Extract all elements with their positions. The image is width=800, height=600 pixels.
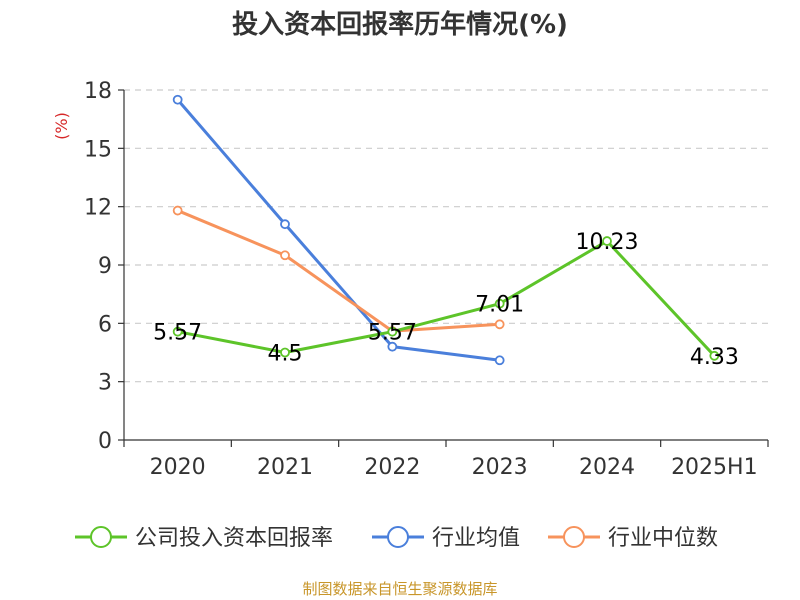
legend-marker-icon (387, 526, 409, 548)
data-point (602, 236, 612, 246)
series-line (177, 209, 500, 333)
data-label: 5.57 (368, 321, 417, 346)
data-label: 4.33 (690, 345, 739, 370)
x-tick-label: 2021 (257, 455, 313, 480)
legend-marker-icon (563, 526, 585, 548)
data-point (280, 250, 290, 261)
y-tick-label: 0 (98, 429, 112, 454)
data-point (709, 350, 720, 361)
x-tick-label: 2020 (150, 455, 206, 480)
y-tick-label: 15 (84, 137, 112, 162)
source-note: 制图数据来自恒生聚源数据库 (302, 580, 498, 598)
data-point (172, 205, 183, 216)
data-point (387, 341, 398, 352)
y-axis-unit-label: (%) (52, 112, 71, 140)
legend-item[interactable]: 公司投入资本回报率 (75, 526, 333, 551)
data-label: 7.01 (475, 293, 524, 318)
legend-label: 行业均值 (432, 526, 520, 551)
legend-label: 公司投入资本回报率 (135, 526, 333, 551)
legend-item[interactable]: 行业均值 (372, 526, 520, 551)
data-point (494, 298, 505, 309)
data-point (494, 355, 505, 366)
y-tick-label: 6 (98, 312, 112, 337)
data-point (280, 347, 290, 358)
legend-item[interactable]: 行业中位数 (548, 526, 718, 551)
x-tick-label: 2025H1 (671, 455, 758, 480)
legend[interactable]: 公司投入资本回报率 行业均值 行业中位数 (75, 526, 718, 551)
y-tick-label: 12 (84, 196, 112, 221)
series-layer (172, 94, 720, 366)
x-tick-label: 2023 (472, 455, 528, 480)
data-labels: 5.57 4.5 5.57 7.01 10.23 4.33 (153, 230, 739, 370)
grid-lines (124, 89, 768, 383)
y-tick-label: 3 (98, 371, 112, 396)
chart-title: 投入资本回报率历年情况(%) (232, 10, 568, 40)
data-point (172, 326, 183, 337)
axes: 0 3 6 9 12 15 18 2020 2021 2022 2023 2024 2025H1 (84, 79, 769, 480)
data-label: 4.5 (268, 342, 303, 367)
y-tick-label: 9 (98, 254, 112, 279)
data-point (280, 219, 290, 230)
data-label: 10.23 (576, 230, 639, 255)
x-tick-label: 2022 (364, 455, 420, 480)
data-point (494, 319, 505, 330)
legend-label: 行业中位数 (608, 526, 718, 551)
data-label: 5.57 (153, 321, 202, 346)
series-line (177, 239, 716, 357)
x-tick-label: 2024 (579, 455, 635, 480)
series-line (176, 98, 500, 362)
data-point (172, 94, 183, 105)
y-tick-label: 18 (84, 79, 112, 104)
legend-marker-icon (90, 526, 112, 548)
data-point (387, 326, 398, 337)
